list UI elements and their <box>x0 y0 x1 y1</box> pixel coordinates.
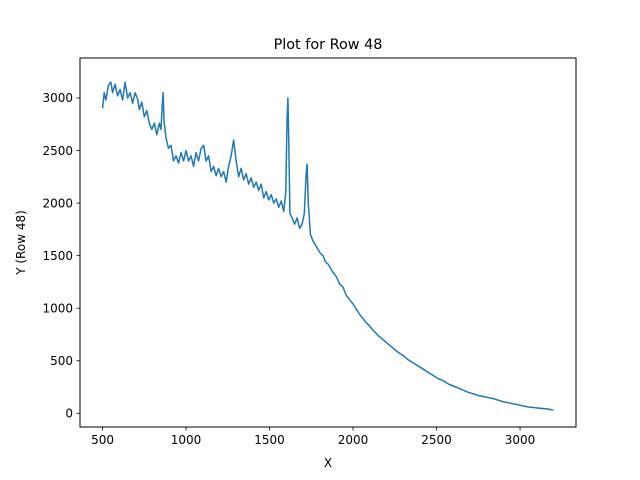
x-tick-label: 500 <box>91 433 114 447</box>
y-tick-label: 1000 <box>42 302 73 316</box>
y-tick-label: 3000 <box>42 91 73 105</box>
y-tick-label: 1500 <box>42 249 73 263</box>
series-line-0 <box>101 81 554 411</box>
x-tick-label: 1500 <box>254 433 285 447</box>
x-tick-label: 3000 <box>505 433 536 447</box>
axis-ticks: 500 1000 1500 2000 2500 3000 0 500 1000 1500 2000 2… <box>42 91 535 447</box>
y-tick-label: 2000 <box>42 196 73 210</box>
y-tick-label: 2500 <box>42 144 73 158</box>
x-tick-label: 2000 <box>338 433 369 447</box>
y-tick-label: 0 <box>65 407 73 421</box>
y-axis-title: Y (Row 48) <box>14 210 28 276</box>
plot-area <box>101 81 554 411</box>
x-tick-label: 2500 <box>421 433 452 447</box>
x-axis-title: X <box>324 456 332 470</box>
chart-title: Plot for Row 48 <box>274 37 383 53</box>
axes-frame <box>79 57 577 428</box>
y-tick-label: 500 <box>50 354 73 368</box>
x-tick-label: 1000 <box>171 433 202 447</box>
